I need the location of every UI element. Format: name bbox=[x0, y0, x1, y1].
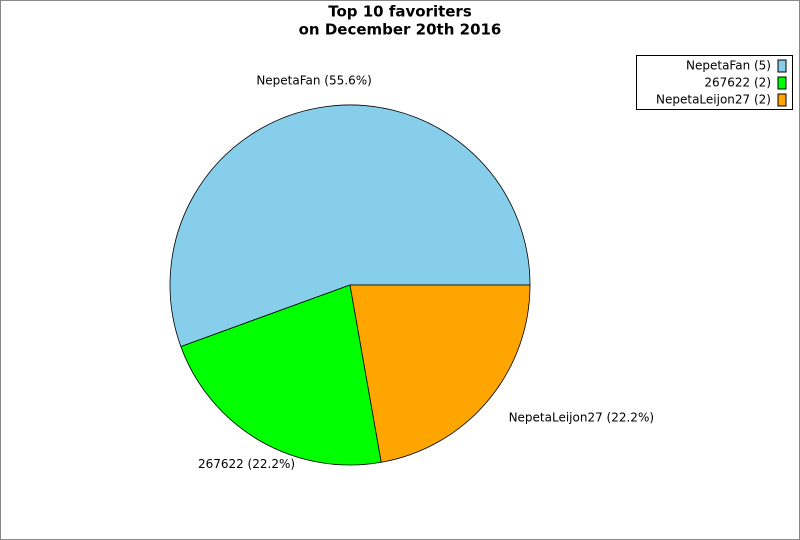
chart-subtitle: on December 20th 2016 bbox=[299, 21, 502, 39]
legend-label: NepetaFan (5) bbox=[686, 59, 771, 73]
legend-label: 267622 (2) bbox=[704, 76, 771, 90]
pie-slice bbox=[169, 104, 531, 348]
pie-slice bbox=[180, 284, 382, 466]
slice-label: 267622 (22.2%) bbox=[198, 457, 295, 471]
legend-box bbox=[636, 55, 793, 110]
legend-swatch bbox=[777, 76, 787, 90]
legend-label: NepetaLeijon27 (2) bbox=[656, 93, 771, 107]
pie-slice bbox=[349, 284, 531, 463]
legend-swatch bbox=[777, 59, 787, 73]
chart-title: Top 10 favoriters bbox=[328, 3, 472, 21]
slice-label: NepetaFan (55.6%) bbox=[256, 74, 371, 88]
legend-swatch bbox=[777, 93, 787, 107]
slice-label: NepetaLeijon27 (22.2%) bbox=[509, 411, 654, 425]
